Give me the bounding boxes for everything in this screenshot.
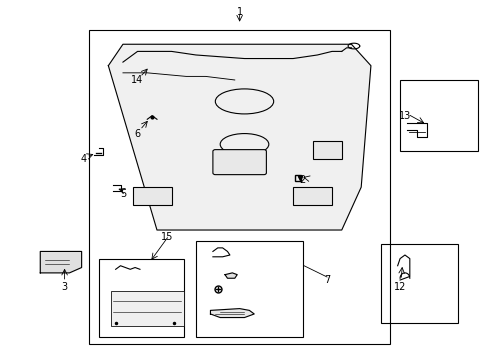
Polygon shape [224,273,237,278]
Text: 10: 10 [267,303,279,314]
Bar [292,187,331,205]
Polygon shape [210,309,254,318]
Text: 8: 8 [251,257,257,267]
Text: 14: 14 [131,75,143,85]
Ellipse shape [220,134,268,155]
Bar [399,80,477,152]
Text: 2: 2 [299,175,305,185]
Bar [89,30,389,344]
Bar [380,244,458,323]
Ellipse shape [215,89,273,114]
Text: 3: 3 [61,282,67,292]
Bar [111,291,183,327]
Text: 4: 4 [81,154,87,163]
Bar [312,141,341,158]
Text: 9: 9 [289,275,296,285]
Text: 6: 6 [134,129,141,139]
Text: 5: 5 [120,189,126,199]
Text: 7: 7 [324,275,329,285]
Bar [132,187,171,205]
Bar [196,241,302,337]
Text: 12: 12 [393,282,406,292]
Text: 11: 11 [238,282,250,292]
Polygon shape [108,44,370,230]
Polygon shape [40,251,81,273]
Text: 1: 1 [236,7,242,17]
Bar [99,258,183,337]
Text: 13: 13 [398,111,410,121]
Text: 15: 15 [160,232,173,242]
FancyBboxPatch shape [212,150,266,175]
